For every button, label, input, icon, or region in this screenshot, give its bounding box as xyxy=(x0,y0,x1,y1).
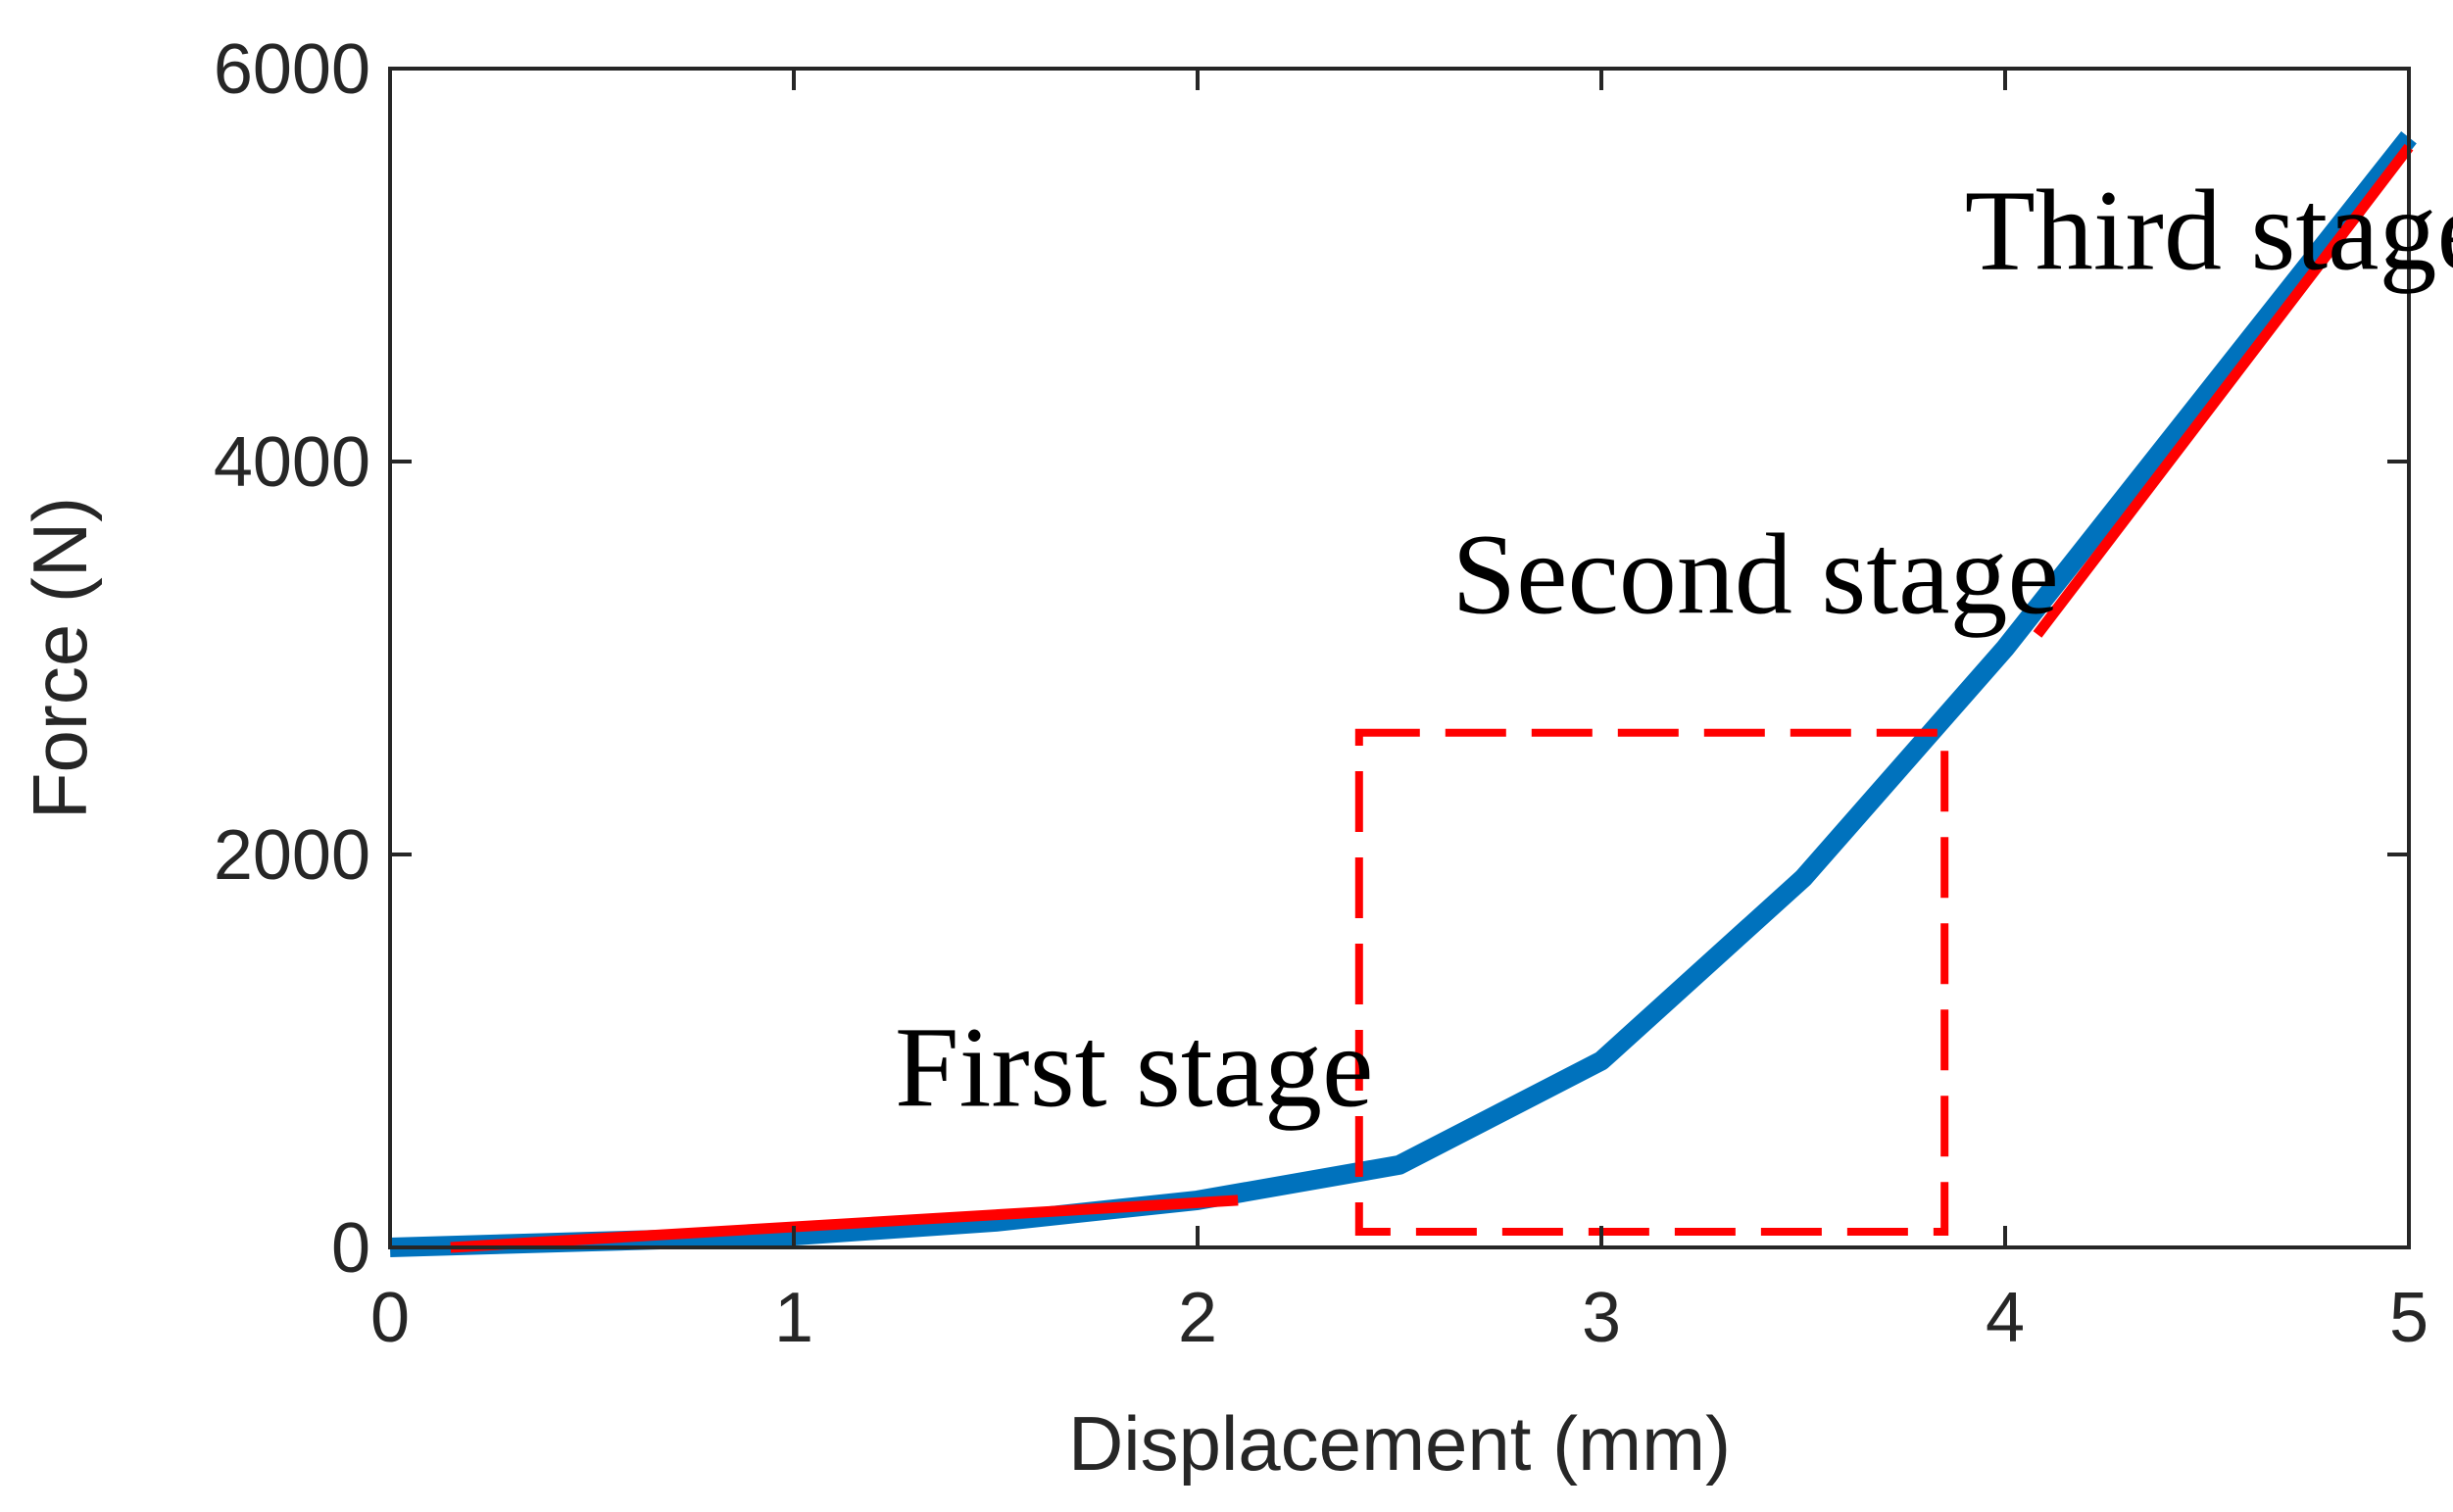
y-tick-label: 6000 xyxy=(214,30,370,109)
axes-frame xyxy=(388,67,2411,1249)
second-stage-box xyxy=(1354,728,1949,1236)
x-tick-label: 4 xyxy=(1986,1279,2025,1357)
annotation-layer: First stage Second stage Third stage xyxy=(895,167,2453,1132)
third-stage-label: Third stage xyxy=(1965,167,2453,295)
y-tick-label: 2000 xyxy=(214,816,370,895)
x-tick-label: 2 xyxy=(1178,1279,1217,1357)
first-stage-label: First stage xyxy=(895,1003,1373,1132)
y-axis-label: Force (N) xyxy=(17,497,103,819)
first-stage-fit-line xyxy=(450,1195,1239,1253)
data-series-line xyxy=(389,130,2417,1257)
series-layer xyxy=(389,130,2417,1257)
x-tick-label: 1 xyxy=(774,1279,813,1357)
x-tick-label: 0 xyxy=(370,1279,410,1357)
second-stage-label: Second stage xyxy=(1452,510,2059,638)
y-tick-label: 4000 xyxy=(214,423,370,502)
plot-area xyxy=(390,69,2409,1247)
axes-layer: 0 1 2 3 4 5 0 2000 4000 6000 xyxy=(214,30,2428,1357)
third-stage-fit-line xyxy=(2033,143,2414,638)
x-tick-label: 3 xyxy=(1582,1279,1621,1357)
y-tick-label: 0 xyxy=(331,1209,370,1288)
x-axis-label: Displacement (mm) xyxy=(1068,1400,1731,1487)
x-tick-label: 5 xyxy=(2389,1279,2428,1357)
